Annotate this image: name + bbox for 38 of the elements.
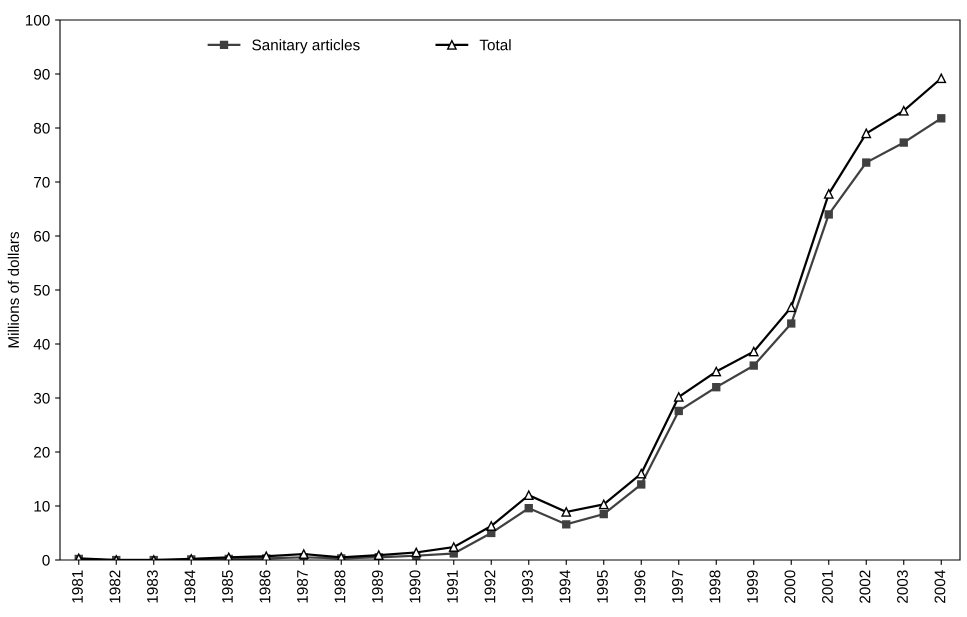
x-tick-label: 1996 [634,570,646,603]
y-tick-label: 80 [34,122,50,134]
x-tick-label: 1994 [560,570,570,603]
x-tick-label: 1982 [110,570,120,603]
y-tick-label: 90 [34,68,50,80]
y-tick-label: 100 [26,14,50,26]
x-tick-label: 2004 [934,570,946,603]
x-tick-label: 1992 [484,570,496,603]
y-tick-label: 10 [34,500,50,512]
y-tick-label: 60 [34,230,50,242]
x-tick-label: 1990 [410,570,420,603]
legend-label: Total [480,39,511,50]
y-tick-label: 20 [34,446,50,458]
x-tick-label: 2003 [897,570,908,603]
x-tick-label: 1991 [447,570,458,603]
x-tick-label: 2002 [860,570,870,603]
y-tick-label: 50 [34,284,50,296]
x-tick-label: 1997 [672,570,683,603]
x-tick-label: 2000 [784,570,796,603]
x-tick-label: 1987 [297,570,308,603]
y-tick-label: 40 [34,338,50,350]
legend-label: Sanitary articles [252,39,360,54]
x-tick-label: 2001 [822,570,833,603]
x-tick-label: 1983 [147,570,158,603]
y-tick-label: 0 [42,554,50,566]
y-tick-label: 30 [34,392,50,404]
x-tick-label: 1985 [222,570,233,603]
x-tick-label: 1984 [184,570,196,603]
x-tick-label: 1998 [710,570,720,603]
x-tick-label: 1989 [372,570,383,603]
x-tick-label: 1995 [597,570,608,603]
x-tick-label: 1986 [260,570,270,603]
x-tick-label: 1999 [747,570,758,603]
y-tick-label: 70 [34,176,50,188]
x-tick-label: 1981 [72,570,83,603]
x-tick-label: 1988 [334,570,346,603]
y-axis-title: Millions of dollars [8,232,19,348]
x-tick-label: 1993 [522,570,533,603]
